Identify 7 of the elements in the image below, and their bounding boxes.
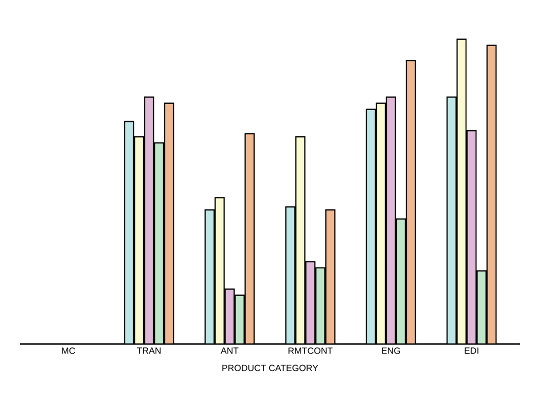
x-tick-label: RMTCONT [288,348,333,354]
x-tick-label: ANT [220,348,238,354]
x-tick-label: ENG [382,348,400,354]
x-axis-title: PRODUCT CATEGORY [222,364,318,372]
x-tick-label: TRAN [136,348,161,354]
x-tick-label: MC [62,348,76,354]
x-tick-label: EDI [464,348,478,354]
